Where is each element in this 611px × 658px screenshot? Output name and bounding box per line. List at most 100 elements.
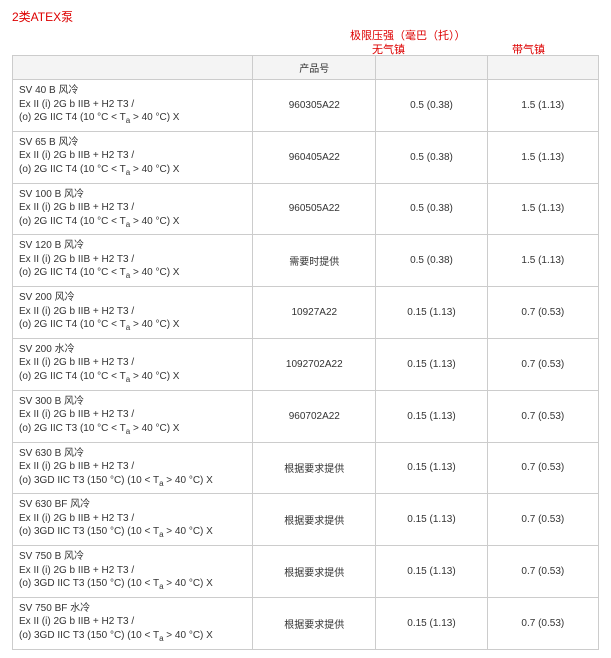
ex-line-3: (o) 2G IIC T4 (10 °C < Ta > 40 °C) X (19, 164, 179, 175)
ex-line-3: (o) 2G IIC T3 (10 °C < Ta > 40 °C) X (19, 423, 179, 434)
table-row: SV 120 B 风冷 Ex II (i) 2G b IIB + H2 T3 / (… (13, 235, 599, 287)
model-name: SV 750 B 风冷 (19, 551, 84, 562)
sub-a: a (126, 220, 130, 229)
model-name: SV 300 B 风冷 (19, 396, 84, 407)
header-limit: 极限压强（毫巴（托）） (350, 27, 466, 43)
cell-no-ballast: 0.5 (0.38) (376, 183, 487, 235)
table-row: SV 750 B 风冷 Ex II (i) 2G b IIB + H2 T3 / (… (13, 546, 599, 598)
model-name: SV 200 风冷 (19, 292, 75, 303)
ex-line-2: Ex II (i) 2G b IIB + H2 T3 / (19, 565, 134, 576)
cell-with-ballast: 0.7 (0.53) (487, 494, 598, 546)
cell-name: SV 120 B 风冷 Ex II (i) 2G b IIB + H2 T3 / (… (13, 235, 253, 287)
ex-line-3: (o) 2G IIC T4 (10 °C < Ta > 40 °C) X (19, 216, 179, 227)
cell-name: SV 200 风冷 Ex II (i) 2G b IIB + H2 T3 / (o)… (13, 287, 253, 339)
ex-line-3: (o) 2G IIC T4 (10 °C < Ta > 40 °C) X (19, 319, 179, 330)
cell-with-ballast: 1.5 (1.13) (487, 131, 598, 183)
cell-product-no: 960305A22 (253, 80, 376, 132)
sub-a: a (126, 116, 130, 125)
table-row: SV 300 B 风冷 Ex II (i) 2G b IIB + H2 T3 / (… (13, 390, 599, 442)
ex-line-2: Ex II (i) 2G b IIB + H2 T3 / (19, 616, 134, 627)
model-name: SV 630 B 风冷 (19, 448, 84, 459)
cell-name: SV 300 B 风冷 Ex II (i) 2G b IIB + H2 T3 / (… (13, 390, 253, 442)
cell-no-ballast: 0.15 (1.13) (376, 287, 487, 339)
ex-line-2: Ex II (i) 2G b IIB + H2 T3 / (19, 202, 134, 213)
ex-line-2: Ex II (i) 2G b IIB + H2 T3 / (19, 409, 134, 420)
cell-with-ballast: 1.5 (1.13) (487, 235, 598, 287)
table-row: SV 200 风冷 Ex II (i) 2G b IIB + H2 T3 / (o)… (13, 287, 599, 339)
sub-a: a (126, 427, 130, 436)
ex-line-2: Ex II (i) 2G b IIB + H2 T3 / (19, 357, 134, 368)
ex-line-3: (o) 2G IIC T4 (10 °C < Ta > 40 °C) X (19, 112, 179, 123)
cell-name: SV 630 B 风冷Ex II (i) 2G b IIB + H2 T3 /(… (13, 442, 253, 494)
table-row: SV 750 BF 水冷 Ex II (i) 2G b IIB + H2 T3 /… (13, 597, 599, 649)
ex-line-3: (o) 2G IIC T4 (10 °C < Ta > 40 °C) X (19, 371, 179, 382)
table-row: SV 630 B 风冷Ex II (i) 2G b IIB + H2 T3 /(… (13, 442, 599, 494)
ex-line-2: Ex II (i) 2G b IIB + H2 T3 / (19, 513, 134, 524)
cell-product-no: 960702A22 (253, 390, 376, 442)
ex-line-3: (o) 3GD IIC T3 (150 °C) (10 < Ta > 40 °C… (19, 475, 213, 486)
ex-line-2: Ex II (i) 2G b IIB + H2 T3 / (19, 150, 134, 161)
cell-no-ballast: 0.15 (1.13) (376, 338, 487, 390)
cell-with-ballast: 1.5 (1.13) (487, 183, 598, 235)
col-v2 (487, 56, 598, 80)
sub-a: a (126, 375, 130, 384)
sub-a: a (159, 530, 163, 539)
cell-product-no: 需要时提供 (253, 235, 376, 287)
model-name: SV 630 BF 风冷 (19, 499, 90, 510)
cell-no-ballast: 0.5 (0.38) (376, 131, 487, 183)
ex-line-2: Ex II (i) 2G b IIB + H2 T3 / (19, 254, 134, 265)
page-title: 2类ATEX泵 (12, 8, 599, 25)
cell-with-ballast: 0.7 (0.53) (487, 546, 598, 598)
col-product-no: 产品号 (253, 56, 376, 80)
cell-no-ballast: 0.15 (1.13) (376, 597, 487, 649)
sub-a: a (159, 634, 163, 643)
cell-name: SV 40 B 风冷Ex II (i) 2G b IIB + H2 T3 /(o… (13, 80, 253, 132)
cell-with-ballast: 0.7 (0.53) (487, 287, 598, 339)
model-name: SV 100 B 风冷 (19, 189, 84, 200)
header-no-ballast: 无气镇 (372, 41, 405, 57)
cell-name: SV 750 BF 水冷 Ex II (i) 2G b IIB + H2 T3 /… (13, 597, 253, 649)
ex-line-3: (o) 2G IIC T4 (10 °C < Ta > 40 °C) X (19, 267, 179, 278)
cell-with-ballast: 0.7 (0.53) (487, 597, 598, 649)
cell-name: SV 750 B 风冷 Ex II (i) 2G b IIB + H2 T3 / (… (13, 546, 253, 598)
cell-product-no: 960505A22 (253, 183, 376, 235)
cell-no-ballast: 0.15 (1.13) (376, 494, 487, 546)
ex-line-3: (o) 3GD IIC T3 (150 °C) (10 < Ta > 40 °C… (19, 578, 213, 589)
header-with-ballast: 带气镇 (512, 41, 545, 57)
cell-product-no: 根据要求提供 (253, 494, 376, 546)
model-name: SV 200 水冷 (19, 344, 75, 355)
table-row: SV 100 B 风冷 Ex II (i) 2G b IIB + H2 T3 / (… (13, 183, 599, 235)
cell-name: SV 100 B 风冷 Ex II (i) 2G b IIB + H2 T3 / (… (13, 183, 253, 235)
cell-with-ballast: 0.7 (0.53) (487, 338, 598, 390)
pump-table: 产品号 SV 40 B 风冷Ex II (i) 2G b IIB + H2 T3… (12, 55, 599, 650)
cell-no-ballast: 0.5 (0.38) (376, 235, 487, 287)
sub-a: a (126, 271, 130, 280)
sub-a: a (126, 323, 130, 332)
model-name: SV 65 B 风冷 (19, 137, 78, 148)
cell-product-no: 根据要求提供 (253, 442, 376, 494)
cell-product-no: 根据要求提供 (253, 546, 376, 598)
cell-with-ballast: 0.7 (0.53) (487, 390, 598, 442)
cell-product-no: 960405A22 (253, 131, 376, 183)
model-name: SV 120 B 风冷 (19, 240, 84, 251)
table-row: SV 200 水冷 Ex II (i) 2G b IIB + H2 T3 / (o)… (13, 338, 599, 390)
ex-line-3: (o) 3GD IIC T3 (150 °C) (10 < Ta > 40 °C… (19, 526, 213, 537)
sub-a: a (159, 479, 163, 488)
cell-with-ballast: 0.7 (0.53) (487, 442, 598, 494)
cell-name: SV 200 水冷 Ex II (i) 2G b IIB + H2 T3 / (o)… (13, 338, 253, 390)
ex-line-3: (o) 3GD IIC T3 (150 °C) (10 < Ta > 40 °C… (19, 630, 213, 641)
pressure-header-wrap: 极限压强（毫巴（托）） 无气镇 带气镇 (12, 27, 599, 55)
table-header-row: 产品号 (13, 56, 599, 80)
cell-with-ballast: 1.5 (1.13) (487, 80, 598, 132)
model-name: SV 40 B 风冷 (19, 85, 78, 96)
cell-name: SV 65 B 风冷 Ex II (i) 2G b IIB + H2 T3 / (o… (13, 131, 253, 183)
cell-product-no: 1092702A22 (253, 338, 376, 390)
table-row: SV 40 B 风冷Ex II (i) 2G b IIB + H2 T3 /(o… (13, 80, 599, 132)
sub-a: a (159, 582, 163, 591)
cell-name: SV 630 BF 风冷 Ex II (i) 2G b IIB + H2 T3 /… (13, 494, 253, 546)
cell-product-no: 10927A22 (253, 287, 376, 339)
model-name: SV 750 BF 水冷 (19, 603, 90, 614)
table-row: SV 630 BF 风冷 Ex II (i) 2G b IIB + H2 T3 /… (13, 494, 599, 546)
ex-line-2: Ex II (i) 2G b IIB + H2 T3 / (19, 306, 134, 317)
cell-no-ballast: 0.15 (1.13) (376, 442, 487, 494)
